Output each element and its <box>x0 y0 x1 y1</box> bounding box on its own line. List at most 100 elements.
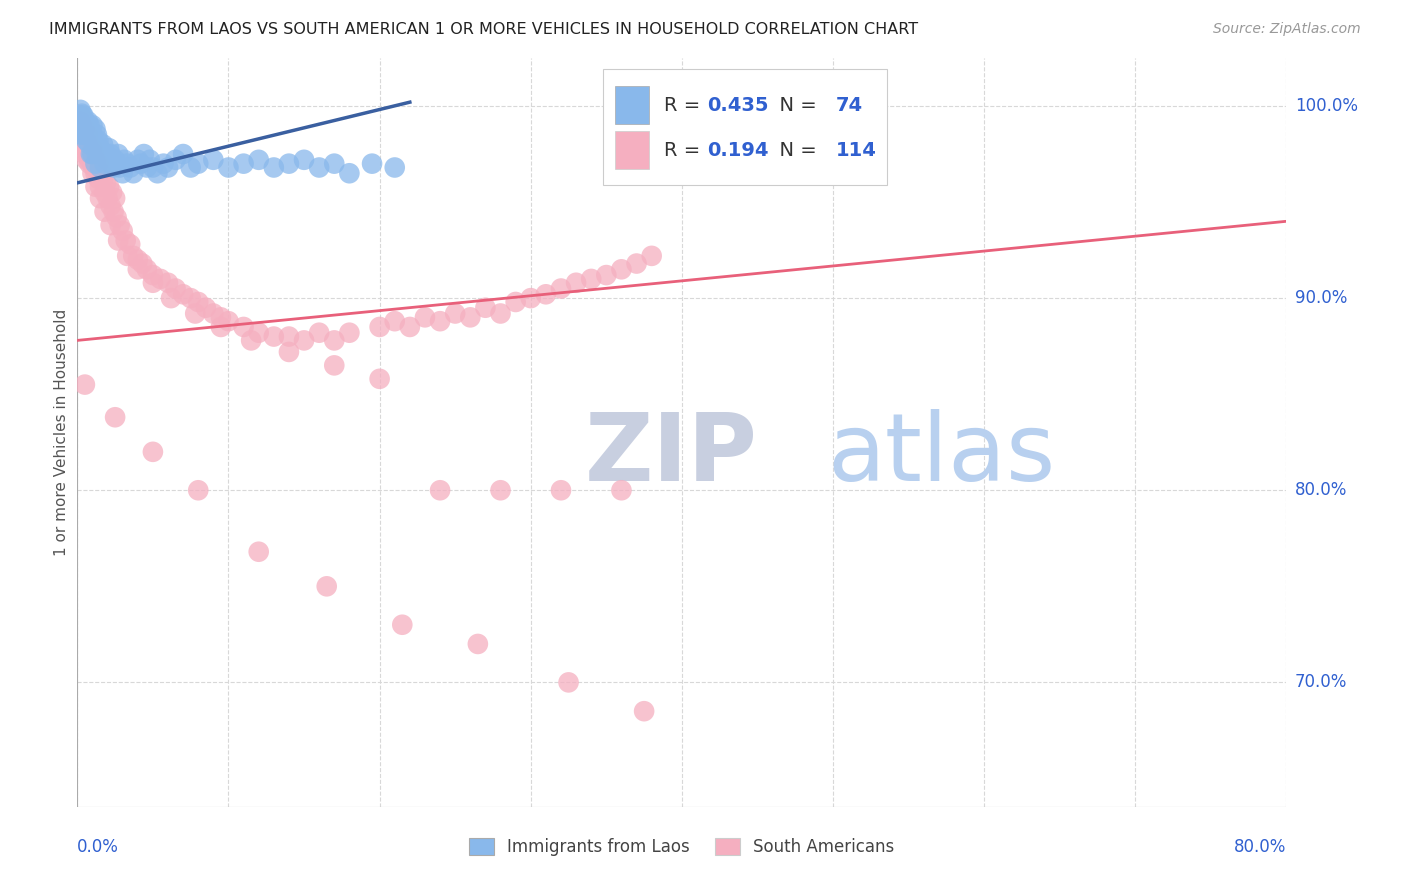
Text: 0.435: 0.435 <box>707 95 769 115</box>
Point <box>80 147 103 161</box>
Point <box>98 141 121 155</box>
Point <box>93 156 115 170</box>
Point <box>70 128 93 142</box>
Point <box>232 320 254 334</box>
Point <box>79 156 101 170</box>
Point <box>77 128 100 142</box>
Point <box>184 306 207 320</box>
Point <box>90 166 112 180</box>
Point <box>91 137 114 152</box>
Point <box>323 156 346 170</box>
Point <box>84 166 107 180</box>
Point <box>165 153 187 167</box>
Point <box>73 114 96 128</box>
Point <box>73 137 96 152</box>
Point <box>194 301 217 315</box>
Point <box>107 147 129 161</box>
Point <box>187 156 209 170</box>
Point <box>142 445 165 459</box>
Point <box>187 295 209 310</box>
Point <box>467 637 489 651</box>
Point <box>67 118 90 132</box>
Point <box>103 161 125 175</box>
Point <box>69 122 91 136</box>
Point <box>146 166 169 180</box>
Point <box>72 122 94 136</box>
Point <box>72 114 94 128</box>
Text: IMMIGRANTS FROM LAOS VS SOUTH AMERICAN 1 OR MORE VEHICLES IN HOUSEHOLD CORRELATI: IMMIGRANTS FROM LAOS VS SOUTH AMERICAN 1… <box>49 22 918 37</box>
Point <box>135 161 157 175</box>
Point <box>142 161 165 175</box>
Point <box>384 314 406 328</box>
Point <box>83 147 105 161</box>
Point <box>429 483 451 498</box>
Point <box>489 483 512 498</box>
Point <box>337 326 360 340</box>
Point <box>641 249 664 263</box>
FancyBboxPatch shape <box>603 70 887 186</box>
Text: 0.0%: 0.0% <box>77 838 120 855</box>
Point <box>101 186 124 200</box>
Text: R =: R = <box>664 95 706 115</box>
Point <box>368 320 391 334</box>
Point <box>180 291 202 305</box>
Point <box>69 103 91 117</box>
Legend: Immigrants from Laos, South Americans: Immigrants from Laos, South Americans <box>463 831 901 863</box>
Point <box>86 161 108 175</box>
Point <box>135 262 157 277</box>
Point <box>278 345 301 359</box>
Point <box>263 329 285 343</box>
Point <box>115 156 138 170</box>
Point <box>104 153 127 167</box>
Point <box>77 128 100 142</box>
Point <box>82 166 104 180</box>
Point <box>278 329 301 343</box>
Point <box>82 141 104 155</box>
Point <box>87 172 110 186</box>
Point <box>111 166 134 180</box>
Point <box>565 276 588 290</box>
Point <box>82 156 104 170</box>
Point <box>557 675 579 690</box>
Point <box>581 272 603 286</box>
Point <box>626 256 648 270</box>
Point <box>79 141 101 155</box>
Point <box>70 106 93 120</box>
Point <box>104 191 127 205</box>
Point <box>278 156 301 170</box>
Point <box>232 156 254 170</box>
Point <box>127 252 149 267</box>
Point <box>209 310 232 325</box>
Point <box>72 109 94 123</box>
Point <box>550 281 572 295</box>
Point <box>75 122 97 136</box>
Point <box>610 483 633 498</box>
Point <box>94 147 117 161</box>
Point <box>70 114 93 128</box>
Point <box>149 272 172 286</box>
Point <box>86 147 108 161</box>
Point <box>103 204 125 219</box>
Point <box>114 234 136 248</box>
Point <box>73 377 96 392</box>
Point <box>93 204 115 219</box>
Point <box>474 301 496 315</box>
Point <box>79 118 101 132</box>
Text: 100.0%: 100.0% <box>1295 97 1358 115</box>
Point <box>550 483 572 498</box>
Point <box>83 137 105 152</box>
Point <box>122 249 145 263</box>
Point <box>165 281 187 295</box>
Point <box>82 147 104 161</box>
Point <box>69 109 91 123</box>
Point <box>120 237 142 252</box>
Point <box>79 137 101 152</box>
Point <box>93 186 115 200</box>
Point <box>520 291 543 305</box>
Point <box>98 179 121 194</box>
Point <box>172 287 194 301</box>
Point <box>112 153 135 167</box>
Text: R =: R = <box>664 141 706 160</box>
Point <box>75 134 97 148</box>
Point <box>429 314 451 328</box>
